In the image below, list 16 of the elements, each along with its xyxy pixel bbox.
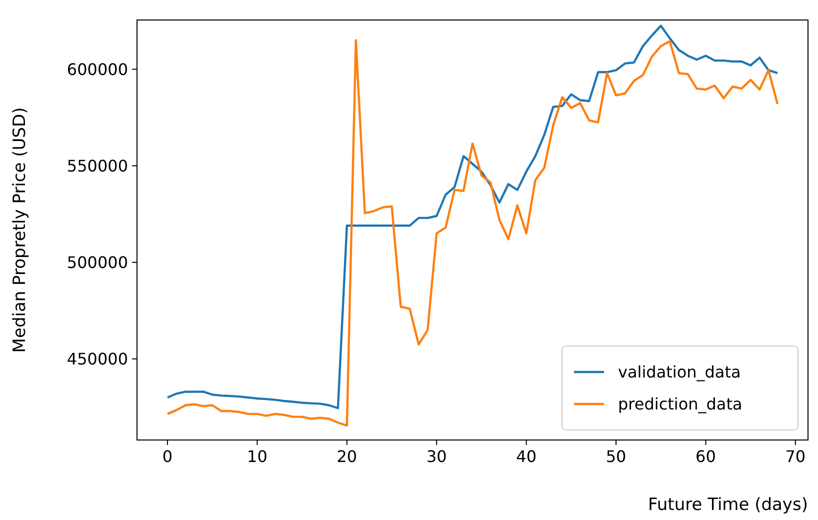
x-tick-label: 50: [606, 447, 626, 466]
legend-label: prediction_data: [618, 394, 742, 414]
y-tick-label: 500000: [66, 252, 128, 272]
x-axis-title: Future Time (days): [648, 495, 808, 515]
x-tick-label: 20: [336, 447, 358, 466]
x-tick-label: 70: [785, 447, 806, 466]
y-tick-label: 600000: [66, 60, 128, 79]
x-tick-label: 10: [247, 447, 268, 466]
y-tick-label: 450000: [66, 349, 128, 368]
x-tick-label: 60: [696, 447, 716, 466]
x-tick-label: 30: [426, 447, 447, 466]
y-tick-label: 550000: [66, 156, 128, 176]
x-tick-label: 0: [162, 447, 173, 466]
legend-label: validation_data: [618, 362, 741, 382]
y-axis-title: Median Propretly Price (USD): [10, 107, 30, 353]
x-tick-label: 40: [516, 447, 537, 466]
